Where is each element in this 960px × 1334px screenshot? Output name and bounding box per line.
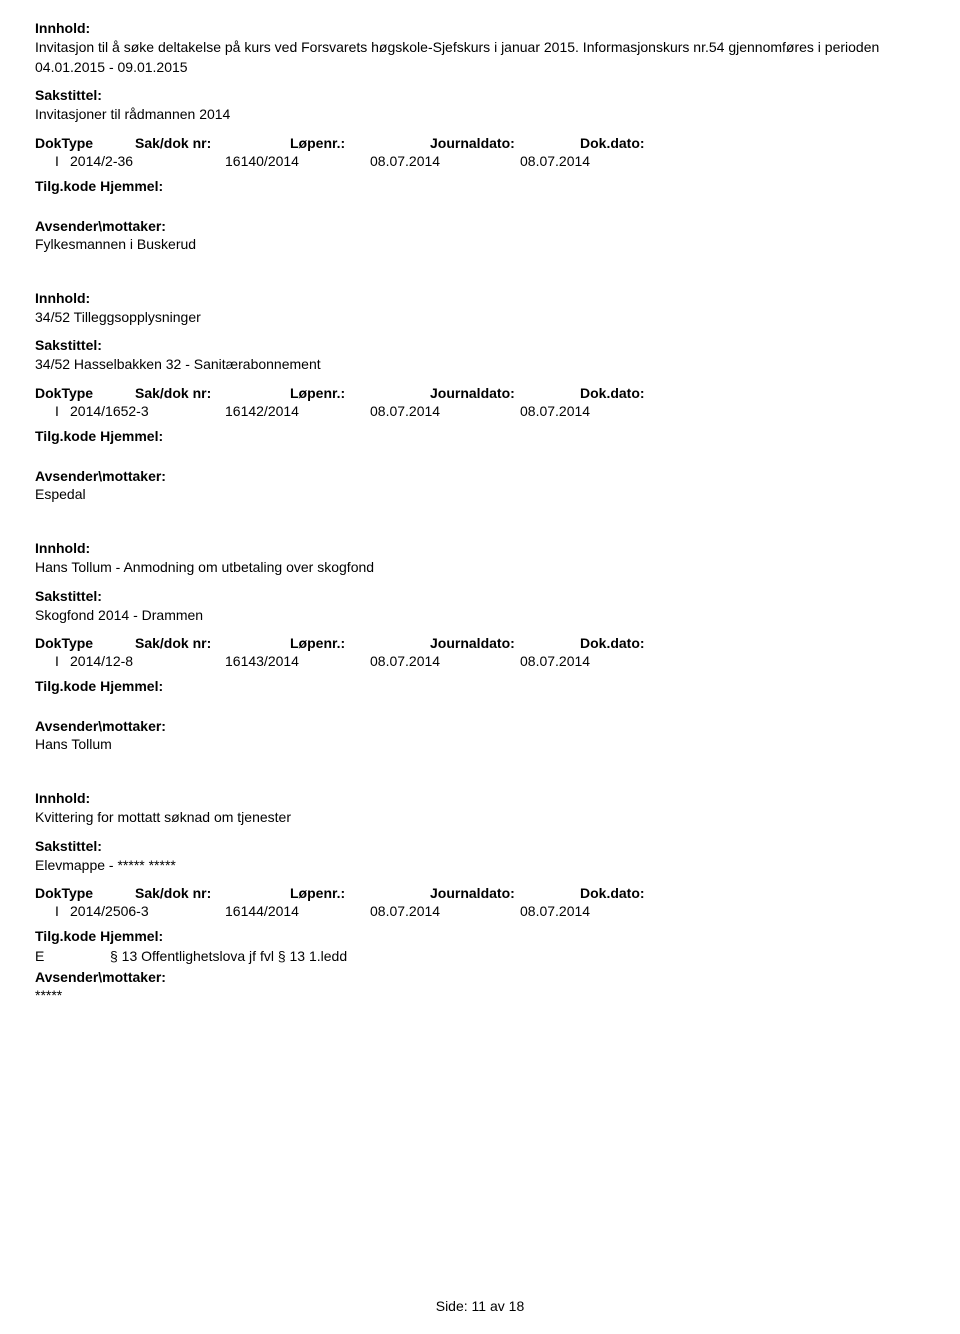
- sakdok-header: Sak/dok nr:: [135, 135, 290, 151]
- sakstittel-text: Invitasjoner til rådmannen 2014: [35, 105, 925, 125]
- innhold-text: Invitasjon til å søke deltakelse på kurs…: [35, 38, 925, 77]
- tilgkode-label: Tilg.kode Hjemmel:: [35, 178, 163, 194]
- dokdato-value: 08.07.2014: [520, 651, 660, 672]
- lopenr-header: Løpenr.:: [290, 135, 430, 151]
- sakdok-value: 2014/1652-3: [70, 401, 225, 422]
- sakstittel-label: Sakstittel:: [35, 87, 925, 103]
- tilgkode-row: Tilg.kode Hjemmel:: [35, 928, 925, 946]
- journaldato-header: Journaldato:: [430, 385, 580, 401]
- avsender-label: Avsender\mottaker:: [35, 468, 925, 484]
- lopenr-value: 16142/2014: [225, 401, 370, 422]
- lopenr-header: Løpenr.:: [290, 635, 430, 651]
- sakdok-header: Sak/dok nr:: [135, 635, 290, 651]
- sakdok-header: Sak/dok nr:: [135, 885, 290, 901]
- avsender-label: Avsender\mottaker:: [35, 969, 925, 985]
- innhold-text: Kvittering for mottatt søknad om tjenest…: [35, 808, 925, 828]
- dokdato-header: Dok.dato:: [580, 135, 720, 151]
- sakdok-header: Sak/dok nr:: [135, 385, 290, 401]
- doktype-value: I: [35, 151, 70, 172]
- journaldato-value: 08.07.2014: [370, 401, 520, 422]
- avsender-text: *****: [35, 987, 925, 1003]
- journaldato-value: 08.07.2014: [370, 901, 520, 922]
- doktype-value: I: [35, 901, 70, 922]
- table-header: DokType Sak/dok nr: Løpenr.: Journaldato…: [35, 385, 925, 401]
- journaldato-value: 08.07.2014: [370, 151, 520, 172]
- sakdok-value: 2014/2506-3: [70, 901, 225, 922]
- avsender-text: Hans Tollum: [35, 736, 925, 752]
- side-label: Side:: [436, 1298, 468, 1314]
- journal-entry: Innhold: Invitasjon til å søke deltakels…: [35, 20, 925, 252]
- journal-entry: Innhold: 34/52 Tilleggsopplysninger Saks…: [35, 290, 925, 502]
- table-header: DokType Sak/dok nr: Løpenr.: Journaldato…: [35, 135, 925, 151]
- av-label: av: [490, 1298, 505, 1314]
- hjemmel-value: § 13 Offentlighetslova jf fvl § 13 1.led…: [70, 946, 925, 967]
- sakstittel-text: Elevmappe - ***** *****: [35, 856, 925, 876]
- journal-entry: Innhold: Kvittering for mottatt søknad o…: [35, 790, 925, 1003]
- table-header: DokType Sak/dok nr: Løpenr.: Journaldato…: [35, 635, 925, 651]
- lopenr-value: 16143/2014: [225, 651, 370, 672]
- page-footer: Side: 11 av 18: [0, 1298, 960, 1314]
- dokdato-value: 08.07.2014: [520, 401, 660, 422]
- innhold-text: 34/52 Tilleggsopplysninger: [35, 308, 925, 328]
- table-row: I 2014/1652-3 16142/2014 08.07.2014 08.0…: [35, 401, 925, 422]
- journaldato-header: Journaldato:: [430, 135, 580, 151]
- tilgkode-row: Tilg.kode Hjemmel:: [35, 178, 925, 196]
- sakstittel-label: Sakstittel:: [35, 337, 925, 353]
- journaldato-header: Journaldato:: [430, 885, 580, 901]
- avsender-text: Espedal: [35, 486, 925, 502]
- page-number: 11: [472, 1298, 487, 1314]
- tilgkode-data-row: E § 13 Offentlighetslova jf fvl § 13 1.l…: [35, 946, 925, 967]
- table-row: I 2014/2506-3 16144/2014 08.07.2014 08.0…: [35, 901, 925, 922]
- tilgkode-row: Tilg.kode Hjemmel:: [35, 428, 925, 446]
- doktype-header: DokType: [35, 885, 135, 901]
- doktype-header: DokType: [35, 385, 135, 401]
- sakstittel-text: 34/52 Hasselbakken 32 - Sanitærabonnemen…: [35, 355, 925, 375]
- dokdato-header: Dok.dato:: [580, 885, 720, 901]
- doktype-value: I: [35, 651, 70, 672]
- tilgkode-label: Tilg.kode Hjemmel:: [35, 678, 163, 694]
- lopenr-value: 16144/2014: [225, 901, 370, 922]
- lopenr-header: Løpenr.:: [290, 885, 430, 901]
- avsender-label: Avsender\mottaker:: [35, 218, 925, 234]
- table-row: I 2014/12-8 16143/2014 08.07.2014 08.07.…: [35, 651, 925, 672]
- avsender-label: Avsender\mottaker:: [35, 718, 925, 734]
- doktype-value: I: [35, 401, 70, 422]
- sakstittel-text: Skogfond 2014 - Drammen: [35, 606, 925, 626]
- tilgkode-label: Tilg.kode Hjemmel:: [35, 928, 163, 944]
- innhold-label: Innhold:: [35, 790, 925, 806]
- innhold-text: Hans Tollum - Anmodning om utbetaling ov…: [35, 558, 925, 578]
- journaldato-value: 08.07.2014: [370, 651, 520, 672]
- table-row: I 2014/2-36 16140/2014 08.07.2014 08.07.…: [35, 151, 925, 172]
- sakdok-value: 2014/12-8: [70, 651, 225, 672]
- dokdato-header: Dok.dato:: [580, 385, 720, 401]
- tilgkode-row: Tilg.kode Hjemmel:: [35, 678, 925, 696]
- lopenr-value: 16140/2014: [225, 151, 370, 172]
- avsender-text: Fylkesmannen i Buskerud: [35, 236, 925, 252]
- dokdato-header: Dok.dato:: [580, 635, 720, 651]
- total-pages: 18: [509, 1298, 525, 1314]
- tilgkode-label: Tilg.kode Hjemmel:: [35, 428, 163, 444]
- doktype-header: DokType: [35, 635, 135, 651]
- innhold-label: Innhold:: [35, 290, 925, 306]
- sakstittel-label: Sakstittel:: [35, 838, 925, 854]
- doktype-header: DokType: [35, 135, 135, 151]
- lopenr-header: Løpenr.:: [290, 385, 430, 401]
- journaldato-header: Journaldato:: [430, 635, 580, 651]
- innhold-label: Innhold:: [35, 540, 925, 556]
- sakstittel-label: Sakstittel:: [35, 588, 925, 604]
- journal-entry: Innhold: Hans Tollum - Anmodning om utbe…: [35, 540, 925, 752]
- sakdok-value: 2014/2-36: [70, 151, 225, 172]
- tilgkode-value: E: [35, 946, 70, 967]
- table-header: DokType Sak/dok nr: Løpenr.: Journaldato…: [35, 885, 925, 901]
- innhold-label: Innhold:: [35, 20, 925, 36]
- dokdato-value: 08.07.2014: [520, 901, 660, 922]
- dokdato-value: 08.07.2014: [520, 151, 660, 172]
